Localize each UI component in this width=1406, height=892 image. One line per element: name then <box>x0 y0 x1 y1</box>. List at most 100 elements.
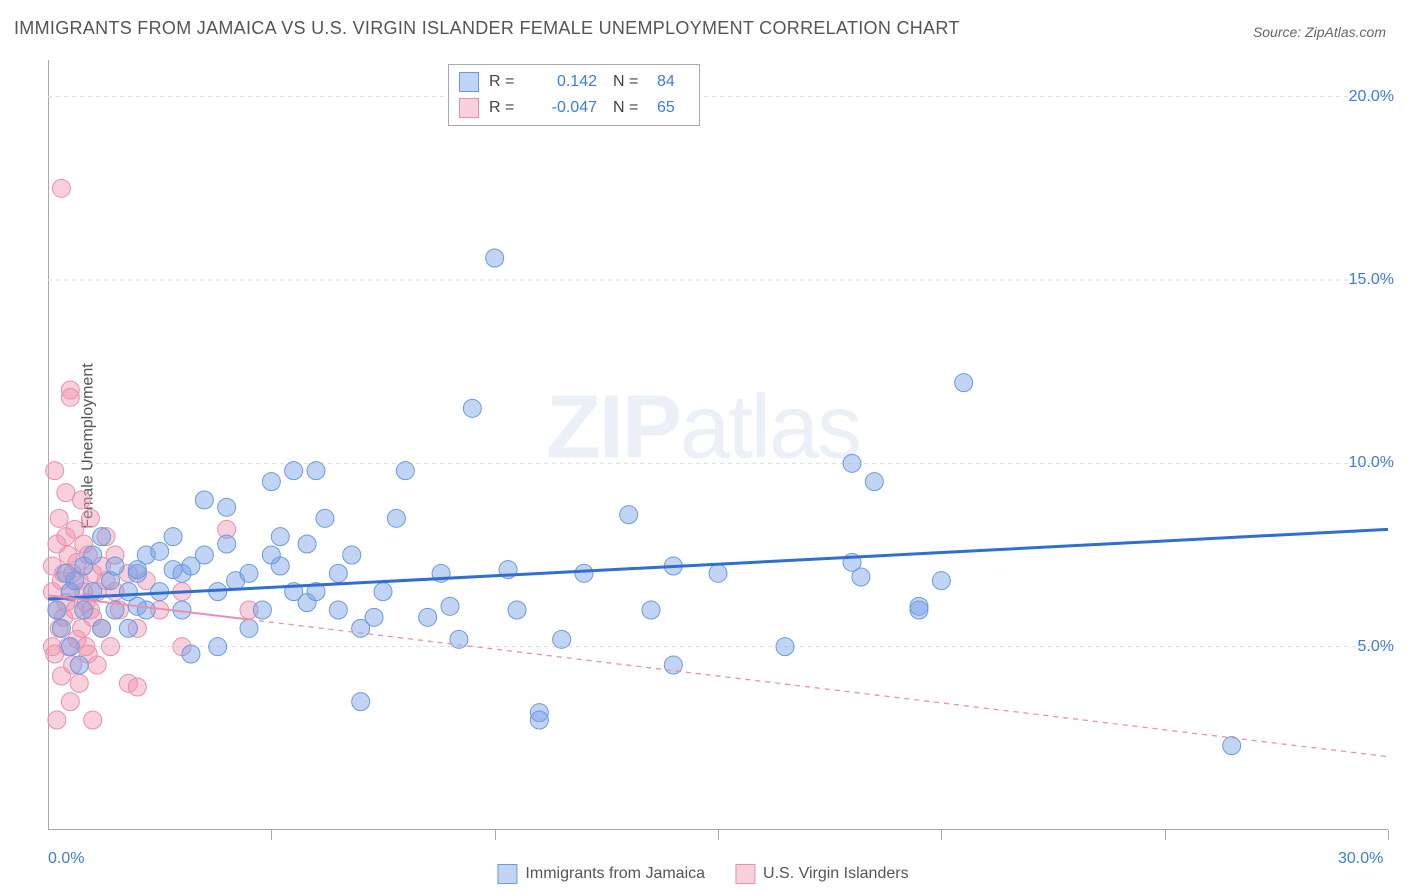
data-point <box>61 638 79 656</box>
data-point <box>575 564 593 582</box>
x-tick-mark <box>941 830 942 840</box>
data-point <box>182 645 200 663</box>
data-point <box>93 619 111 637</box>
x-tick-mark <box>495 830 496 840</box>
data-point <box>61 693 79 711</box>
data-point <box>329 601 347 619</box>
scatter-svg <box>48 60 1388 830</box>
data-point <box>642 601 660 619</box>
data-point <box>84 546 102 564</box>
data-point <box>81 509 99 527</box>
data-point <box>75 601 93 619</box>
data-point <box>253 601 271 619</box>
data-point <box>50 509 68 527</box>
data-point <box>530 711 548 729</box>
stats-legend: R = 0.142 N = 84 R = -0.047 N = 65 <box>448 64 700 126</box>
x-tick-mark <box>1165 830 1166 840</box>
data-point <box>486 249 504 267</box>
data-point <box>620 506 638 524</box>
data-point <box>128 678 146 696</box>
data-point <box>209 638 227 656</box>
n-label: N = <box>613 73 647 91</box>
swatch-blue <box>497 864 517 884</box>
stats-row-blue: R = 0.142 N = 84 <box>459 69 687 95</box>
legend-label-pink: U.S. Virgin Islanders <box>763 865 909 883</box>
data-point <box>1223 737 1241 755</box>
data-point <box>298 535 316 553</box>
data-point <box>387 509 405 527</box>
correlation-chart: IMMIGRANTS FROM JAMAICA VS U.S. VIRGIN I… <box>0 0 1406 892</box>
n-value-blue: 84 <box>657 73 687 91</box>
data-point <box>285 462 303 480</box>
data-point <box>316 509 334 527</box>
data-point <box>776 638 794 656</box>
data-point <box>70 656 88 674</box>
swatch-blue <box>459 72 479 92</box>
data-point <box>48 711 66 729</box>
data-point <box>240 564 258 582</box>
data-point <box>441 597 459 615</box>
data-point <box>102 638 120 656</box>
data-point <box>396 462 414 480</box>
data-point <box>48 601 66 619</box>
x-tick-mark <box>718 830 719 840</box>
data-point <box>365 608 383 626</box>
data-point <box>352 693 370 711</box>
data-point <box>218 498 236 516</box>
r-value-pink: -0.047 <box>533 99 597 117</box>
data-point <box>93 528 111 546</box>
legend-label-blue: Immigrants from Jamaica <box>525 865 705 883</box>
swatch-pink <box>735 864 755 884</box>
data-point <box>343 546 361 564</box>
data-point <box>307 462 325 480</box>
data-point <box>262 473 280 491</box>
data-point <box>553 630 571 648</box>
r-label: R = <box>489 73 523 91</box>
y-tick-label: 15.0% <box>1349 271 1394 289</box>
data-point <box>106 557 124 575</box>
r-value-blue: 0.142 <box>533 73 597 91</box>
data-point <box>374 583 392 601</box>
y-tick-label: 5.0% <box>1358 638 1394 656</box>
data-point <box>195 546 213 564</box>
data-point <box>865 473 883 491</box>
data-point <box>61 388 79 406</box>
data-point <box>195 491 213 509</box>
data-point <box>151 542 169 560</box>
y-tick-label: 10.0% <box>1349 454 1394 472</box>
data-point <box>910 597 928 615</box>
n-value-pink: 65 <box>657 99 687 117</box>
data-point <box>463 399 481 417</box>
source-attribution: Source: ZipAtlas.com <box>1253 24 1386 40</box>
data-point <box>843 454 861 472</box>
data-point <box>137 601 155 619</box>
data-point <box>73 491 91 509</box>
data-point <box>70 674 88 692</box>
data-point <box>329 564 347 582</box>
data-point <box>955 374 973 392</box>
swatch-pink <box>459 98 479 118</box>
data-point <box>88 656 106 674</box>
trendline-extrapolated <box>249 620 1388 757</box>
data-point <box>46 462 64 480</box>
x-tick-mark <box>1388 830 1389 840</box>
data-point <box>419 608 437 626</box>
data-point <box>271 557 289 575</box>
data-point <box>164 528 182 546</box>
data-point <box>52 179 70 197</box>
x-tick-mark <box>271 830 272 840</box>
x-tick-label: 0.0% <box>48 850 84 868</box>
data-point <box>84 711 102 729</box>
chart-title: IMMIGRANTS FROM JAMAICA VS U.S. VIRGIN I… <box>14 18 960 39</box>
data-point <box>852 568 870 586</box>
data-point <box>932 572 950 590</box>
data-point <box>119 619 137 637</box>
legend-item-pink: U.S. Virgin Islanders <box>735 864 909 884</box>
y-tick-label: 20.0% <box>1349 88 1394 106</box>
series-legend: Immigrants from Jamaica U.S. Virgin Isla… <box>497 864 908 884</box>
r-label: R = <box>489 99 523 117</box>
n-label: N = <box>613 99 647 117</box>
stats-row-pink: R = -0.047 N = 65 <box>459 95 687 121</box>
data-point <box>709 564 727 582</box>
data-point <box>52 619 70 637</box>
